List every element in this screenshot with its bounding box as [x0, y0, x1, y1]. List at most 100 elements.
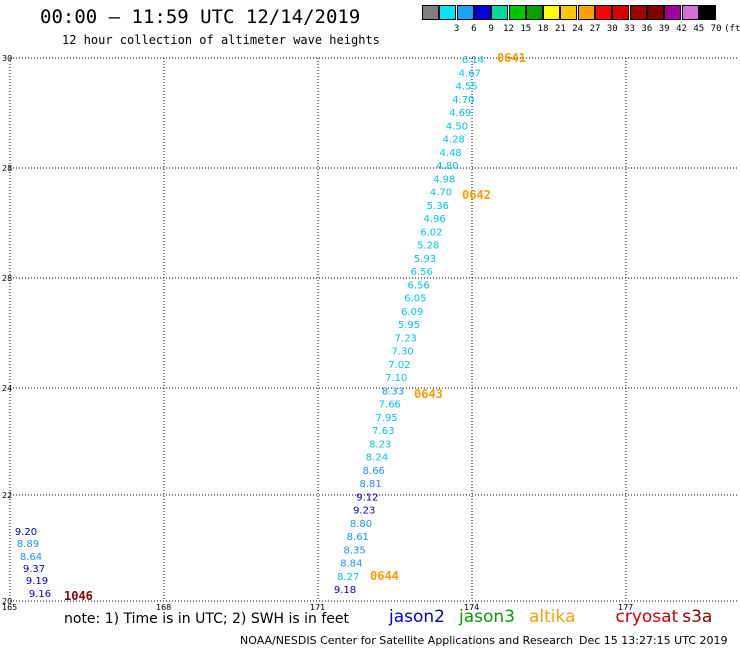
- legend-swatch: [612, 5, 630, 20]
- wave-height-value: 6.56: [407, 280, 429, 291]
- satellite-name: jason3: [459, 607, 515, 627]
- wave-height-value: 7.10: [385, 373, 407, 384]
- pass-time-label: 0642: [462, 188, 491, 202]
- wave-height-value: 5.36: [427, 201, 449, 212]
- wave-height-value: 9.12: [356, 492, 378, 503]
- wave-height-value: 4.80: [436, 161, 458, 172]
- legend-swatch: [491, 5, 509, 20]
- wave-height-value: 4.50: [446, 121, 468, 132]
- wave-height-value: 9.20: [15, 527, 37, 538]
- wave-height-value: 8.27: [337, 572, 359, 583]
- latitude-label: 28: [2, 274, 12, 283]
- wave-height-value: 8.89: [17, 539, 39, 550]
- wave-height-value: 8.24: [366, 453, 388, 464]
- wave-height-value: 8.33: [382, 386, 404, 397]
- wave-height-value: 9.16: [29, 589, 51, 600]
- wave-height-value: 8.35: [343, 545, 365, 556]
- legend-tick-label: 27: [589, 24, 601, 34]
- wave-height-value: 7.30: [391, 347, 413, 358]
- longitude-label: 165: [2, 603, 17, 612]
- wave-height-value: 6.09: [401, 307, 423, 318]
- satellite-name: s3a: [682, 607, 713, 627]
- satellite-legend: jason2 jason3 altika cryosat s3a: [389, 607, 712, 627]
- credit-text: NOAA/NESDIS Center for Satellite Applica…: [240, 634, 574, 647]
- wave-height-value: 9.18: [334, 585, 356, 596]
- legend-swatch: [456, 5, 474, 20]
- map-subtitle: 12 hour collection of altimeter wave hei…: [62, 33, 380, 47]
- wave-height-value: 6.56: [411, 267, 433, 278]
- wave-height-value: 8.81: [359, 479, 381, 490]
- legend-swatch: [525, 5, 543, 20]
- longitude-label: 168: [156, 603, 171, 612]
- legend-tick-label: 3: [453, 24, 460, 34]
- legend-swatch: [629, 5, 647, 20]
- wave-height-value: 9.23: [353, 506, 375, 517]
- wave-height-value: 4.98: [433, 174, 455, 185]
- legend-swatch: [577, 5, 595, 20]
- legend-tick-label: 9: [488, 24, 494, 34]
- legend-tick-label: 70: [710, 24, 722, 34]
- timestamp-text: Dec 15 13:27:15 UTC 2019: [579, 634, 728, 647]
- legend-swatch: [439, 5, 457, 20]
- legend-tick-label: 12: [503, 24, 514, 34]
- wave-height-value: 6.02: [420, 227, 442, 238]
- pass-time-label: 0643: [414, 387, 443, 401]
- legend-swatch: [646, 5, 664, 20]
- wave-height-value: 8.64: [20, 552, 42, 563]
- legend-swatch: [508, 5, 526, 20]
- latitude-label: 20: [2, 597, 12, 606]
- wave-height-value: 7.23: [395, 333, 417, 344]
- legend-swatch: [422, 5, 439, 20]
- latitude-label: 24: [2, 384, 12, 393]
- legend-tick-label: 21: [554, 24, 566, 34]
- wave-height-value: 4.96: [423, 214, 445, 225]
- longitude-label: 171: [310, 603, 325, 612]
- wave-height-value: 4.69: [449, 108, 471, 119]
- legend-swatch: [664, 5, 682, 20]
- pass-time-label: 0644: [370, 569, 399, 583]
- legend-tick-label: 42: [676, 24, 687, 34]
- legend-swatch: [560, 5, 578, 20]
- legend-unit: (ft): [724, 24, 740, 34]
- wave-height-value: 7.63: [372, 426, 394, 437]
- wave-height-value: 8.23: [369, 439, 391, 450]
- latitude-label: 22: [2, 491, 12, 500]
- pass-time-label: 0641: [497, 51, 526, 65]
- wave-height-value: 5.93: [414, 254, 436, 265]
- wave-height-value: 7.02: [388, 360, 410, 371]
- satellite-name: altika: [529, 607, 576, 627]
- footer-note: note: 1) Time is in UTC; 2) SWH is in fe…: [64, 611, 350, 627]
- legend-swatch: [698, 5, 716, 20]
- legend-tick-label: 39: [658, 24, 670, 34]
- legend-tick-label: 24: [572, 24, 584, 34]
- wave-height-value: 4.70: [430, 188, 452, 199]
- legend-tick-label: 45: [693, 24, 705, 34]
- legend-tick-label: 33: [624, 24, 636, 34]
- legend-tick-label: 18: [537, 24, 549, 34]
- wave-height-value: 4.48: [439, 148, 461, 159]
- wave-height-value: 8.61: [347, 532, 369, 543]
- legend-tick-label: 30: [606, 24, 618, 34]
- satellite-name: cryosat: [615, 607, 679, 627]
- legend-swatch: [473, 5, 491, 20]
- latitude-label: 30: [2, 54, 12, 63]
- legend-tick-label: 15: [520, 24, 532, 34]
- legend-tick-label: 6: [471, 24, 477, 34]
- legend-swatch: [681, 5, 699, 20]
- wave-height-value: 7.66: [379, 400, 401, 411]
- wave-height-value: 8.84: [340, 559, 362, 570]
- latitude-label: 28: [2, 164, 12, 173]
- wave-height-value: 8.80: [350, 519, 372, 530]
- wave-height-value: 5.28: [417, 241, 439, 252]
- wave-height-value: 4.28: [443, 135, 465, 146]
- wave-height-value: 4.67: [459, 68, 481, 79]
- legend-tick-label: 36: [641, 24, 653, 34]
- wave-height-value: 9.19: [26, 576, 48, 587]
- wave-height-value: 4.55: [455, 82, 477, 93]
- wave-height-value: 8.66: [363, 466, 385, 477]
- map-title: 00:00 – 11:59 UTC 12/14/2019: [40, 6, 361, 28]
- longitude-label: 177: [618, 603, 633, 612]
- wave-height-value: 4.70: [452, 95, 474, 106]
- wave-height-value: 5.95: [398, 320, 420, 331]
